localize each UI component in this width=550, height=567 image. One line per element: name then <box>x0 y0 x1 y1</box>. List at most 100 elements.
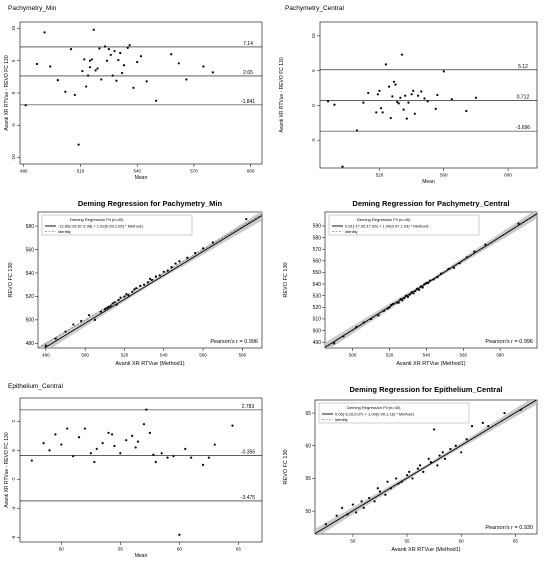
data-point <box>170 266 173 269</box>
data-point <box>69 48 73 51</box>
data-point <box>92 28 95 31</box>
data-point <box>411 477 414 480</box>
chart-title: Epithelium_Central <box>8 383 63 390</box>
data-point <box>125 439 128 442</box>
x-tick-label: 60 <box>459 539 465 544</box>
x-tick-label: 560 <box>460 353 468 358</box>
reference-line-label: -1.841 <box>241 99 255 105</box>
x-axis-label: Avanti XR RTVue (Method1) <box>391 547 460 553</box>
data-point <box>132 86 135 89</box>
data-point <box>178 260 181 263</box>
data-point <box>429 460 432 464</box>
legend-fit-label: 0.61(-17.95,17.66) + 1.00(0.97,1.03) * M… <box>345 224 430 229</box>
data-point <box>408 293 411 296</box>
data-point <box>146 281 150 284</box>
data-point <box>107 431 110 435</box>
data-point <box>98 47 101 50</box>
data-point <box>392 302 395 305</box>
data-point <box>94 69 97 72</box>
data-point <box>326 100 330 103</box>
y-tick-label: -10 <box>11 154 16 161</box>
data-point <box>105 59 109 62</box>
data-point <box>419 285 422 288</box>
data-point <box>77 143 80 146</box>
data-point <box>376 487 379 490</box>
data-point <box>401 299 404 302</box>
data-point <box>133 288 136 291</box>
data-point <box>460 451 463 454</box>
data-point <box>113 444 116 448</box>
y-tick-label: -5 <box>11 123 16 127</box>
y-tick-label: 480 <box>26 341 35 347</box>
legend-title: Deming Regression Fit (n=40) <box>70 217 124 222</box>
x-axis-label: Mean <box>422 179 435 185</box>
plot-frame <box>37 211 263 349</box>
x-tick-label: 480 <box>20 169 28 174</box>
data-point <box>172 455 175 458</box>
bland-altman-epithelium-central-panel: Epithelium_Central 50 55 60 65 -6 -4 -2 0 2 Mean Av… <box>0 378 275 562</box>
data-point <box>123 295 126 298</box>
regression-layer <box>315 400 537 534</box>
data-point <box>103 45 107 48</box>
x-tick-label: 560 <box>199 353 207 358</box>
chart-svg: Epithelium_Central 50 55 60 65 -6 -4 -2 0 2 Mean Av… <box>4 383 263 559</box>
x-tick-label: 60 <box>177 547 183 552</box>
data-point <box>110 433 114 436</box>
data-point <box>127 294 130 297</box>
data-point <box>131 434 134 437</box>
reference-line-label: -3.696 <box>516 125 530 131</box>
y-axis-label: Avanti XR RTVue - REVO FC 130 <box>279 57 285 132</box>
y-tick-label: -5 <box>311 138 316 142</box>
data-point <box>115 79 118 82</box>
data-point <box>351 503 355 506</box>
data-point <box>83 58 86 61</box>
x-tick-label: 480 <box>42 353 50 358</box>
data-point <box>166 456 169 459</box>
reference-line-label: 2.65 <box>243 70 253 76</box>
data-point <box>405 294 408 297</box>
data-point <box>378 490 382 493</box>
data-point <box>381 111 384 114</box>
y-tick-label: 2 <box>11 420 16 423</box>
x-tick-label: 65 <box>513 539 519 544</box>
x-tick-label: 500 <box>81 353 89 358</box>
x-tick-label: 50 <box>59 547 65 552</box>
data-point <box>440 272 443 275</box>
data-point <box>384 493 387 496</box>
data-point <box>190 456 193 459</box>
data-point <box>136 60 139 64</box>
x-tick-label: 55 <box>118 547 124 552</box>
x-tick-label: 600 <box>504 173 512 178</box>
legend-identity-label: identity <box>345 229 358 234</box>
data-point <box>111 302 114 305</box>
y-tick-label: 5 <box>311 69 316 72</box>
data-point <box>184 447 187 451</box>
data-point <box>400 53 404 56</box>
x-axis-label: Mean <box>135 175 148 181</box>
data-point <box>101 441 104 445</box>
data-point <box>410 291 413 294</box>
y-tick-label: 570 <box>313 247 322 253</box>
data-point <box>403 296 406 300</box>
data-point <box>72 455 75 458</box>
data-point <box>117 58 120 62</box>
data-point <box>135 287 138 290</box>
data-point <box>211 241 214 244</box>
data-point <box>93 460 96 464</box>
x-tick-label: 500 <box>349 353 357 358</box>
x-tick-label: 510 <box>77 169 85 174</box>
data-point <box>87 314 91 317</box>
y-tick-label: 580 <box>26 224 35 230</box>
chart-svg: Pachymetry_Central 520 560 600 -5 0 5 10 Mean Ava… <box>279 5 538 185</box>
y-axis-label: REVO FC 130 <box>283 449 289 484</box>
data-point <box>113 301 116 304</box>
reference-line-label: 7.14 <box>243 41 253 47</box>
data-point <box>427 457 430 460</box>
y-tick-label: 500 <box>26 318 35 324</box>
data-point <box>48 449 51 452</box>
x-tick-label: 540 <box>133 169 141 174</box>
data-point <box>113 49 116 53</box>
data-point <box>388 85 391 88</box>
data-point <box>44 344 47 347</box>
legend-title: Deming Regression Fit (n=40) <box>347 405 401 410</box>
